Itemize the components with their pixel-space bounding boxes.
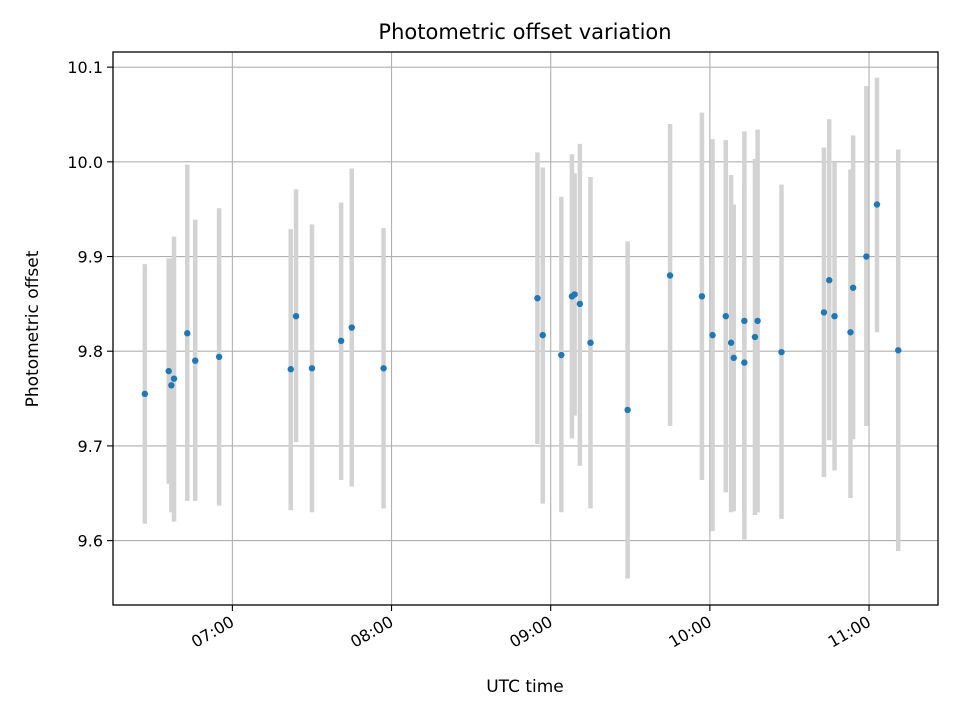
y-axis-label: Photometric offset [23, 250, 43, 407]
data-points [141, 201, 902, 414]
data-point [337, 337, 345, 345]
y-tick-label: 9.6 [78, 532, 103, 551]
data-point [624, 406, 631, 414]
data-point [778, 348, 785, 356]
x-axis-label: UTC time [486, 677, 564, 697]
data-point [168, 382, 175, 389]
data-point [558, 351, 565, 359]
data-point [666, 272, 674, 279]
data-point [287, 366, 294, 373]
data-point [873, 201, 881, 208]
data-point [741, 359, 748, 366]
data-point [534, 294, 541, 302]
data-point [539, 331, 546, 339]
y-tick-label: 9.9 [78, 248, 103, 267]
plot-frame [112, 51, 939, 606]
x-tick-label: 07:00 [188, 612, 237, 652]
data-point [141, 390, 149, 398]
data-point [849, 284, 857, 291]
data-point [698, 293, 706, 300]
y-tick-label: 10.0 [67, 153, 103, 172]
error-bars [142, 77, 901, 579]
y-tick-label: 9.8 [78, 342, 103, 361]
data-point [348, 324, 355, 331]
x-tick-label: 11:00 [825, 612, 874, 652]
y-tick-label: 9.7 [78, 437, 103, 456]
data-point [722, 312, 729, 320]
data-point [308, 365, 316, 372]
x-tick-label: 08:00 [347, 612, 396, 652]
x-tick-label: 09:00 [506, 612, 555, 652]
grid [113, 52, 938, 605]
data-point [831, 312, 838, 320]
data-point [165, 367, 172, 375]
y-tick-label: 10.1 [67, 58, 103, 77]
data-point [380, 365, 387, 372]
data-point [192, 357, 199, 364]
data-point [587, 339, 594, 346]
data-point [292, 312, 300, 320]
data-point [820, 309, 828, 316]
x-tick-label: 10:00 [665, 612, 714, 652]
data-point [826, 277, 833, 284]
data-point [863, 253, 870, 260]
data-point [709, 331, 716, 339]
data-point [215, 353, 223, 361]
data-point [576, 300, 584, 308]
data-point [730, 354, 737, 362]
data-point [571, 291, 578, 298]
data-point [170, 375, 178, 382]
data-point [847, 329, 854, 336]
chart-title: Photometric offset variation [378, 20, 671, 44]
data-point [727, 339, 735, 346]
data-point [895, 347, 902, 354]
data-point [741, 317, 748, 325]
data-point [754, 317, 761, 325]
data-point [751, 333, 759, 341]
data-point [184, 330, 191, 337]
